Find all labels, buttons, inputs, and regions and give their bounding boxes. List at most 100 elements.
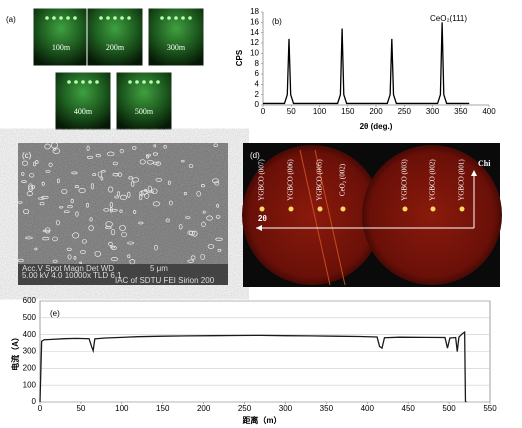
panel-label: (b) bbox=[272, 17, 282, 26]
y-tick-label: 2 bbox=[255, 90, 260, 99]
particle bbox=[48, 162, 53, 167]
particle bbox=[187, 259, 194, 263]
rheed-spot bbox=[127, 16, 131, 20]
particle bbox=[214, 181, 220, 186]
spot bbox=[317, 206, 323, 212]
particle bbox=[196, 191, 202, 197]
y-tick-label: 200 bbox=[23, 363, 37, 372]
particle bbox=[70, 198, 74, 204]
spot bbox=[259, 206, 265, 212]
particle bbox=[25, 236, 33, 240]
particle bbox=[119, 209, 123, 213]
spot bbox=[459, 206, 465, 212]
particle bbox=[52, 236, 58, 242]
x-tick-label: 300 bbox=[279, 404, 293, 413]
particle bbox=[127, 191, 131, 198]
peak-label: CeO₂ (002) bbox=[339, 163, 347, 196]
particle bbox=[61, 188, 68, 195]
y-axis-label: CPS bbox=[235, 49, 244, 66]
panel-label: (e) bbox=[50, 309, 60, 318]
rheed-spot bbox=[160, 16, 164, 20]
particle bbox=[207, 244, 215, 249]
particle bbox=[121, 231, 127, 238]
x-axis-label: 距离（m） bbox=[242, 415, 281, 425]
pole-labels: YGBCO (007) YGBCO (006) YGBCO (005) CeO₂ (0… bbox=[258, 159, 466, 212]
particle bbox=[67, 254, 72, 260]
x-tick-label: 400 bbox=[482, 107, 496, 116]
particle bbox=[110, 229, 116, 236]
particle bbox=[132, 177, 140, 183]
tile-label: 300m bbox=[167, 43, 186, 52]
tile-label: 400m bbox=[74, 107, 93, 116]
particle bbox=[190, 255, 196, 260]
x-tick-label: 150 bbox=[341, 107, 355, 116]
sem-scale: 5 μm bbox=[150, 264, 168, 273]
sem-particles bbox=[17, 142, 223, 265]
panel-label: (c) bbox=[22, 151, 32, 160]
y-tick-label: 300 bbox=[23, 347, 37, 356]
particle bbox=[80, 250, 86, 255]
particle bbox=[45, 170, 51, 173]
x-tick-label: 100 bbox=[313, 107, 327, 116]
particle bbox=[191, 230, 198, 237]
particle bbox=[110, 208, 118, 212]
particle bbox=[128, 176, 133, 180]
particle bbox=[110, 245, 116, 249]
y-axis-label: 电流（A） bbox=[10, 333, 20, 371]
particle bbox=[29, 173, 35, 178]
particle bbox=[139, 159, 146, 165]
particle bbox=[50, 142, 58, 149]
rheed-spot bbox=[73, 16, 77, 20]
particle bbox=[28, 183, 33, 190]
panel-label: (a) bbox=[6, 15, 16, 24]
peak-label: YGBCO (005) bbox=[316, 159, 324, 201]
particle bbox=[79, 261, 83, 265]
x-tick-label: 50 bbox=[287, 107, 296, 116]
x-tick-label: 500 bbox=[442, 404, 456, 413]
sem-info: IAC of SDTU FEI Sirion 200 bbox=[115, 276, 215, 285]
rheed-spot bbox=[181, 16, 185, 20]
peak-label: YGBCO (002) bbox=[429, 159, 437, 201]
particle bbox=[200, 253, 206, 260]
spot bbox=[340, 206, 346, 212]
particle bbox=[66, 247, 72, 251]
rheed-spot bbox=[106, 16, 110, 20]
rheed-spot bbox=[81, 80, 85, 84]
particle bbox=[97, 171, 103, 178]
sem-info-bar bbox=[18, 264, 228, 285]
particle bbox=[165, 218, 170, 223]
particle bbox=[181, 159, 185, 163]
particle bbox=[146, 154, 150, 159]
particle bbox=[86, 145, 90, 151]
particle bbox=[72, 232, 80, 239]
particle bbox=[114, 195, 119, 199]
particle bbox=[21, 180, 27, 183]
particle bbox=[215, 237, 223, 241]
rheed-spot bbox=[188, 16, 192, 20]
x-tick-label: 350 bbox=[454, 107, 468, 116]
rheed-spot bbox=[52, 16, 56, 20]
y-tick-label: 12 bbox=[250, 38, 259, 47]
particle bbox=[44, 227, 51, 234]
arrowhead bbox=[256, 225, 262, 231]
rheed-spot bbox=[167, 16, 171, 20]
tile-label: 500m bbox=[135, 107, 154, 116]
particle bbox=[147, 185, 152, 192]
particle bbox=[90, 183, 94, 190]
particle bbox=[35, 160, 39, 164]
x-tick-label: 250 bbox=[398, 107, 412, 116]
y-tick-label: 16 bbox=[250, 17, 259, 26]
particle bbox=[144, 188, 148, 192]
particle bbox=[53, 148, 57, 151]
particle bbox=[147, 190, 154, 194]
x-tick-label: 550 bbox=[483, 404, 497, 413]
particle bbox=[201, 184, 205, 188]
particle bbox=[28, 185, 34, 192]
y-tick-label: 6 bbox=[255, 69, 260, 78]
y-tick-label: 0 bbox=[32, 397, 37, 406]
x-tick-label: 100 bbox=[115, 404, 129, 413]
rheed-tile bbox=[54, 71, 112, 131]
particle bbox=[105, 226, 112, 230]
particle bbox=[107, 241, 113, 246]
particle bbox=[56, 178, 60, 184]
